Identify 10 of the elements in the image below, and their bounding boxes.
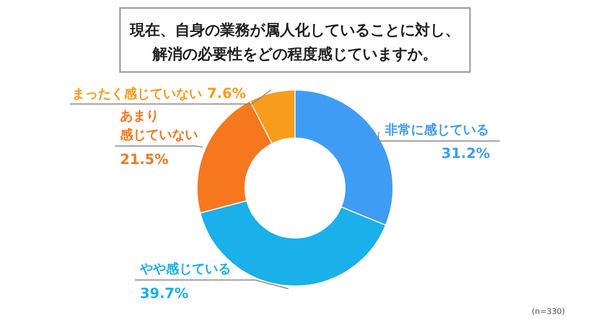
- chart-title: 現在、自身の業務が属人化していることに対し、解消の必要性をどの程度感じていますか。: [129, 21, 460, 63]
- data-label: 21.5%: [120, 152, 169, 168]
- data-label: 39.7%: [140, 286, 189, 302]
- slice-label: やや感じている: [139, 261, 231, 277]
- data-label: 31.2%: [441, 146, 490, 162]
- slice-label: あまり感じていない: [119, 109, 198, 143]
- slice-label: 非常に感じている: [384, 122, 489, 138]
- text: (n=330): [532, 307, 565, 316]
- data-label: 7.6%: [207, 86, 246, 102]
- slice-label: まったく感じていない: [72, 86, 202, 102]
